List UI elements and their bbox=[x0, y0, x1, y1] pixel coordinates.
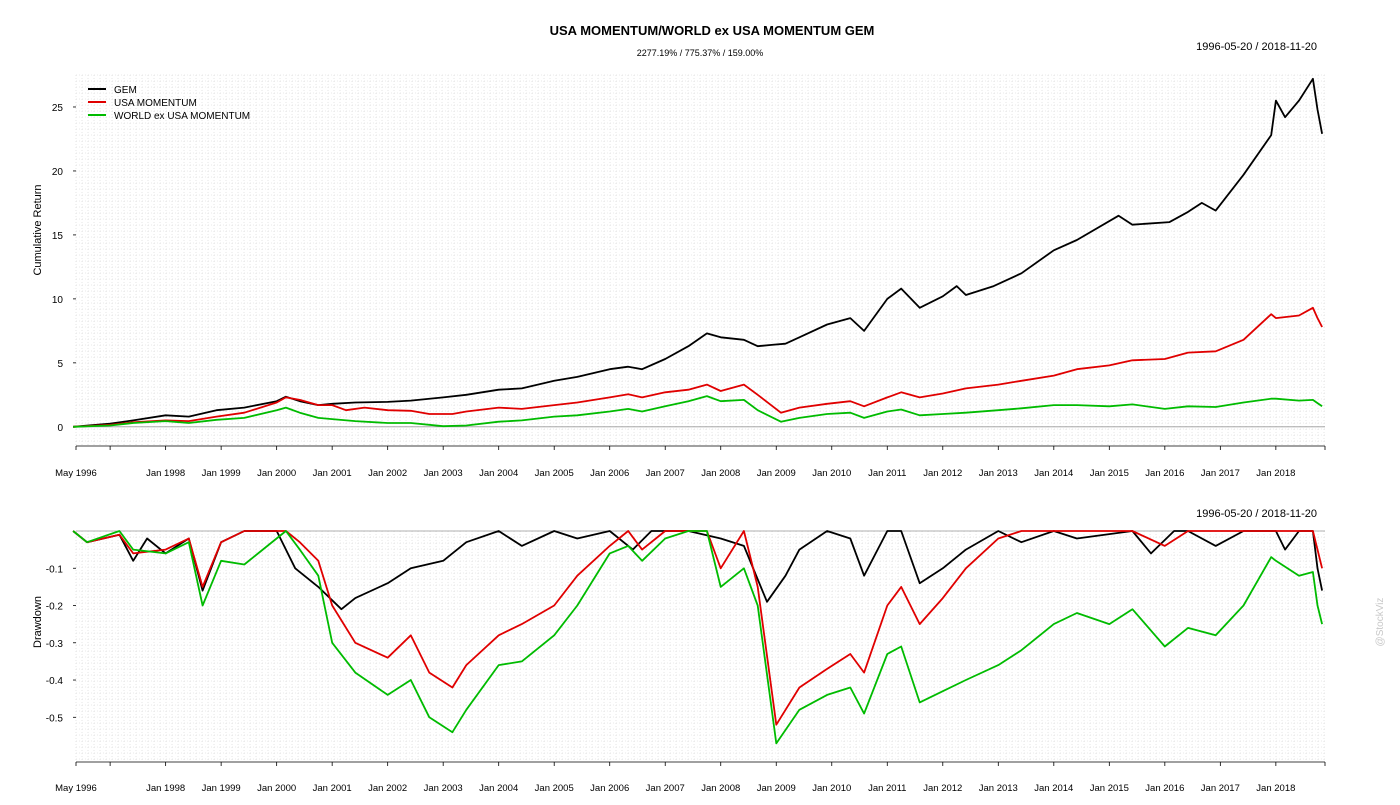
x-tick-label: Jan 2002 bbox=[368, 783, 407, 794]
x-tick-label: Jan 2017 bbox=[1201, 783, 1240, 794]
x-tick-label: Jan 2015 bbox=[1090, 783, 1129, 794]
x-tick-label: Jan 2016 bbox=[1145, 783, 1184, 794]
x-tick-label: Jan 2018 bbox=[1256, 468, 1295, 479]
x-tick-label: Jan 2011 bbox=[868, 783, 906, 794]
x-tick-label: Jan 2001 bbox=[313, 783, 352, 794]
y-tick-label: 0 bbox=[57, 423, 63, 434]
grid-1 bbox=[75, 530, 1325, 762]
y-tick-label: -0.2 bbox=[46, 602, 64, 613]
x-tick-label: May 1996 bbox=[55, 783, 97, 794]
x-tick-label: Jan 2003 bbox=[424, 468, 463, 479]
x-tick-label: Jan 2012 bbox=[923, 468, 962, 479]
x-tick-label: Jan 2009 bbox=[757, 783, 796, 794]
top-date-range: 1996-05-20 / 2018-11-20 bbox=[1196, 41, 1317, 53]
legend-label: GEM bbox=[114, 85, 137, 96]
x-tick-label: Jan 2001 bbox=[313, 468, 352, 479]
x-tick-label: Jan 2010 bbox=[812, 468, 851, 479]
bottom-y-axis-label: Drawdown bbox=[32, 596, 44, 648]
legend-label: WORLD ex USA MOMENTUM bbox=[114, 111, 250, 122]
series-line-gem bbox=[73, 77, 1323, 428]
series-line-usa-momentum bbox=[72, 530, 1323, 726]
x-tick-label: Jan 2000 bbox=[257, 468, 296, 479]
x-tick-label: Jan 2015 bbox=[1090, 468, 1129, 479]
chart-subtitle: 2277.19% / 775.37% / 159.00% bbox=[637, 48, 764, 58]
x-tick-label: Jan 2004 bbox=[479, 468, 518, 479]
x-tick-label: Jan 2006 bbox=[590, 468, 629, 479]
x-tick-label: Jan 2013 bbox=[979, 783, 1018, 794]
x-tick-label: Jan 2008 bbox=[701, 468, 740, 479]
x-tick-label: Jan 2007 bbox=[646, 783, 685, 794]
x-tick-label: Jan 2006 bbox=[590, 783, 629, 794]
x-tick-label: Jan 2018 bbox=[1256, 783, 1295, 794]
y-tick-label: 20 bbox=[52, 167, 64, 178]
x-tick-label: Jan 2002 bbox=[368, 468, 407, 479]
x-tick-label: Jan 2016 bbox=[1145, 468, 1184, 479]
x-tick-label: Jan 2005 bbox=[535, 783, 574, 794]
x-tick-label: Jan 1999 bbox=[202, 783, 241, 794]
x-tick-label: Jan 2012 bbox=[923, 783, 962, 794]
series-line-world-ex-usa-momentum bbox=[73, 395, 1323, 428]
x-tick-label: Jan 2014 bbox=[1034, 468, 1073, 479]
legend-label: USA MOMENTUM bbox=[114, 98, 197, 109]
series-line-world-ex-usa-momentum bbox=[72, 530, 1323, 745]
bottom-date-range: 1996-05-20 / 2018-11-20 bbox=[1196, 508, 1317, 520]
x-tick-label: Jan 2008 bbox=[701, 783, 740, 794]
x-tick-label: Jan 1999 bbox=[202, 468, 241, 479]
y-tick-label: 25 bbox=[52, 103, 64, 114]
y-tick-label: 5 bbox=[57, 359, 63, 370]
y-tick-label: 15 bbox=[52, 231, 64, 242]
x-tick-label: Jan 1998 bbox=[146, 468, 185, 479]
x-tick-label: Jan 2003 bbox=[424, 783, 463, 794]
chart-title: USA MOMENTUM/WORLD ex USA MOMENTUM GEM bbox=[550, 23, 875, 38]
watermark: @StockViz bbox=[1375, 598, 1386, 647]
y-tick-label: -0.4 bbox=[46, 676, 64, 687]
plot-layer: 0 5 10 15 20 25 May 1996 Jan 1998 Jan 1999 Jan 20… bbox=[46, 74, 1326, 794]
x-tick-label: Jan 2005 bbox=[535, 468, 574, 479]
y-tick-label: -0.3 bbox=[46, 639, 64, 650]
legend: GEM USA MOMENTUM WORLD ex USA MOMENTUM bbox=[88, 85, 250, 122]
x-tick-label: Jan 2010 bbox=[812, 783, 851, 794]
grid-0 bbox=[75, 74, 1325, 446]
x-tick-label: Jan 2000 bbox=[257, 783, 296, 794]
x-tick-label: Jan 2014 bbox=[1034, 783, 1073, 794]
x-tick-label: Jan 2004 bbox=[479, 783, 518, 794]
y-tick-label: -0.5 bbox=[46, 713, 64, 724]
x-tick-label: Jan 2007 bbox=[646, 468, 685, 479]
x-tick-label: Jan 2011 bbox=[868, 468, 906, 479]
y-tick-label: 10 bbox=[52, 295, 64, 306]
top-y-axis-label: Cumulative Return bbox=[32, 184, 44, 275]
x-tick-label: Jan 2017 bbox=[1201, 468, 1240, 479]
series-line-usa-momentum bbox=[73, 306, 1323, 428]
x-tick-label: Jan 1998 bbox=[146, 783, 185, 794]
x-tick-label: May 1996 bbox=[55, 468, 97, 479]
y-tick-label: -0.1 bbox=[46, 564, 64, 575]
x-tick-label: Jan 2009 bbox=[757, 468, 796, 479]
x-tick-label: Jan 2013 bbox=[979, 468, 1018, 479]
